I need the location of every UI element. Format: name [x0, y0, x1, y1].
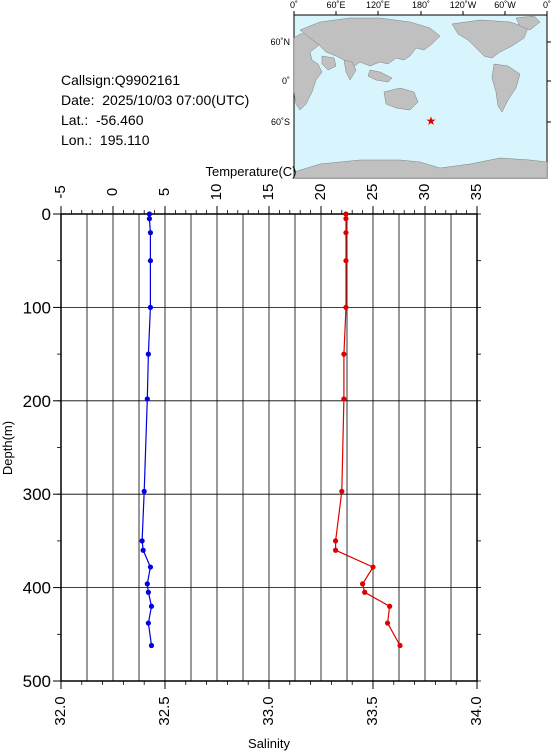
map-lon-label: 120˚W	[450, 0, 477, 10]
temperature-point	[146, 216, 152, 222]
temperature-point	[139, 538, 145, 544]
depth-tick-label: 0	[42, 205, 51, 224]
temperature-point	[144, 581, 150, 587]
chart-grid	[60, 213, 478, 682]
temperature-axis-label: Temperature(C)	[205, 164, 296, 179]
salinity-tick-label: 32.0	[52, 696, 69, 725]
salinity-point	[332, 547, 339, 553]
temperature-point	[145, 351, 151, 357]
temperature-point	[147, 564, 154, 570]
map-lat-label: 60˚N	[270, 37, 290, 47]
temperature-point	[148, 603, 155, 609]
salinity-tick-label: 33.0	[260, 696, 277, 725]
depth-tick-label: 400	[23, 579, 51, 598]
salinity-point	[384, 620, 391, 626]
salinity-point	[370, 564, 376, 570]
temperature-point	[146, 211, 152, 217]
depth-tick-label: 100	[23, 298, 51, 317]
callsign-text: Callsign:Q9902161	[61, 72, 181, 88]
map-lon-label: 60˚W	[494, 0, 516, 10]
salinity-point	[360, 581, 366, 587]
map-lat-label: 60˚S	[271, 117, 290, 127]
depth-axis-label: Depth(m)	[0, 421, 15, 475]
salinity-point	[343, 258, 349, 264]
temperature-tick-label: 30	[416, 184, 433, 201]
salinity-point	[397, 642, 403, 649]
salinity-tick-label: 34.0	[468, 696, 485, 725]
lat-text: Lat.: -56.460	[61, 112, 144, 128]
temperature-tick-label: 5	[156, 188, 173, 196]
temperature-tick-label: 20	[312, 184, 329, 201]
map-lon-label: 120˚E	[366, 0, 390, 10]
temperature-point	[140, 547, 146, 553]
profile-info: Callsign:Q9902161 Date: 2025/10/03 07:00…	[61, 70, 249, 150]
temperature-tick-label: 25	[364, 184, 381, 201]
depth-tick-label: 500	[23, 672, 51, 691]
temperature-point	[147, 230, 154, 236]
map-lon-label: 0˚	[543, 0, 551, 10]
temperature-profile-line	[141, 214, 153, 646]
temperature-tick-label: -5	[52, 185, 69, 198]
salinity-profile-line	[335, 214, 401, 646]
salinity-point	[341, 351, 347, 357]
map-lon-label: 60˚E	[326, 0, 345, 10]
temperature-point	[141, 488, 147, 494]
salinity-tick-label: 32.5	[156, 696, 173, 725]
temperature-point	[145, 589, 151, 595]
salinity-tick-label: 33.5	[364, 696, 381, 725]
map-ticks	[293, 11, 551, 123]
salinity-point	[339, 488, 345, 494]
lon-text: Lon.: 195.110	[61, 132, 150, 148]
chart-series	[139, 211, 403, 649]
temperature-tick-label: 10	[208, 184, 225, 201]
temperature-tick-label: 0	[104, 188, 121, 196]
salinity-point	[343, 230, 349, 236]
salinity-point	[343, 211, 349, 217]
star-icon: ★	[426, 114, 437, 128]
salinity-axis-label: Salinity	[248, 736, 290, 751]
map-lat-labels: 60˚N 0˚ 60˚S	[270, 37, 290, 127]
temperature-point	[148, 642, 155, 649]
salinity-point	[332, 538, 339, 544]
depth-tick-label: 300	[23, 485, 51, 504]
temperature-tick-label: 35	[468, 184, 485, 201]
temperature-point	[144, 396, 150, 402]
salinity-point	[343, 216, 349, 222]
salinity-point	[343, 304, 349, 310]
date-text: Date: 2025/10/03 07:00(UTC)	[61, 92, 250, 108]
temperature-point	[147, 258, 154, 264]
map-lon-label: 180˚	[412, 0, 430, 10]
temperature-tick-label: 15	[260, 184, 277, 201]
map-land	[293, 15, 548, 179]
map-top-labels: 0˚ 60˚E 120˚E 180˚ 120˚W 60˚W 0˚	[290, 0, 551, 10]
map-lat-label: 0˚	[282, 76, 290, 86]
salinity-point	[341, 396, 347, 402]
depth-tick-label: 200	[23, 392, 51, 411]
map-lon-label: 0˚	[290, 0, 298, 10]
salinity-point	[387, 603, 393, 609]
temperature-point	[145, 620, 151, 626]
temperature-point	[147, 304, 154, 310]
location-map: 0˚ 60˚E 120˚E 180˚ 120˚W 60˚W 0˚ 60˚N 0˚ 60˚S ★	[270, 0, 551, 179]
salinity-point	[362, 589, 368, 595]
